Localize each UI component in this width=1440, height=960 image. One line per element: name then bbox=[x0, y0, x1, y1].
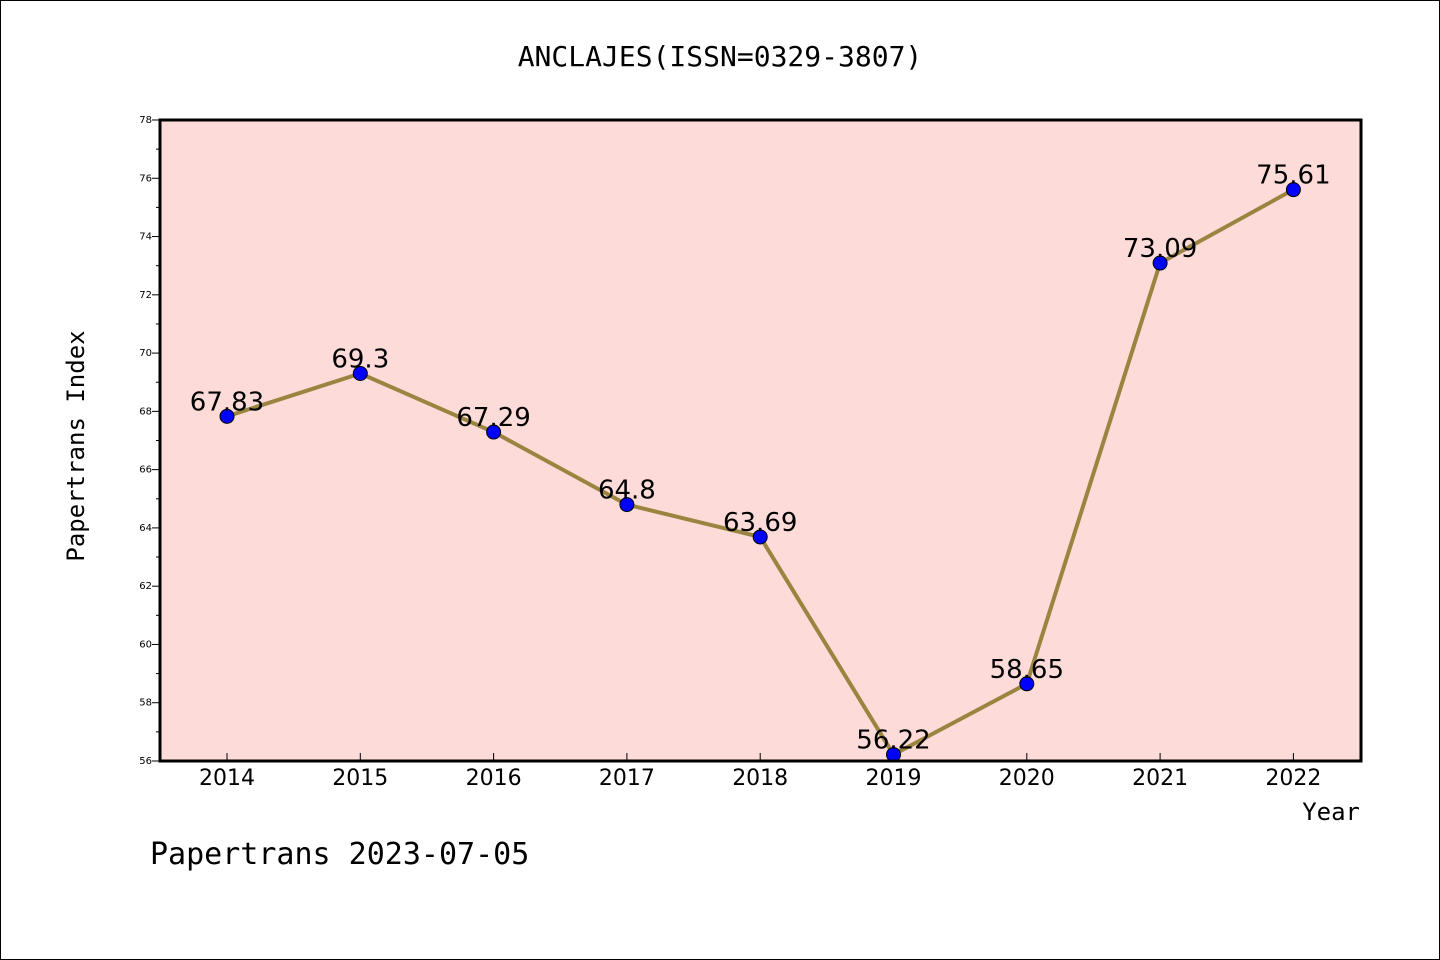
x-tick-label: 2017 bbox=[599, 766, 655, 791]
y-tick-label: 70 bbox=[139, 348, 152, 359]
y-tick-label: 64 bbox=[139, 523, 152, 534]
x-tick-label: 2015 bbox=[332, 766, 388, 791]
y-tick-label: 68 bbox=[139, 406, 152, 417]
plot-area bbox=[160, 120, 1361, 761]
x-axis-label: Year bbox=[1302, 798, 1360, 826]
chart-title: ANCLAJES(ISSN=0329-3807) bbox=[518, 40, 923, 73]
data-label-2018: 63.69 bbox=[723, 508, 797, 538]
data-label-2014: 67.83 bbox=[190, 387, 264, 417]
y-tick-label: 78 bbox=[139, 115, 152, 126]
data-series bbox=[219, 182, 1301, 763]
plot-border bbox=[158, 118, 1363, 763]
y-axis: 56 58 60 62 64 66 68 70 72 74 76 78 bbox=[139, 115, 160, 767]
y-tick-label: 76 bbox=[139, 173, 152, 184]
x-tick-label: 2021 bbox=[1132, 766, 1188, 791]
x-axis: 2014 2015 2016 2017 2018 2019 2020 2021 2022 bbox=[199, 753, 1321, 791]
x-tick-label: 2018 bbox=[732, 766, 788, 791]
data-labels: 67.83 69.3 67.29 64.8 63.69 56.22 58.65 73.09 75… bbox=[190, 161, 1331, 756]
footer-credit: Papertrans 2023-07-05 bbox=[150, 837, 529, 872]
data-label-2021: 73.09 bbox=[1123, 234, 1197, 264]
data-point-2014 bbox=[219, 408, 235, 424]
data-point-2017 bbox=[619, 497, 635, 513]
data-label-2022: 75.61 bbox=[1256, 161, 1330, 191]
y-tick-label: 56 bbox=[139, 756, 152, 767]
data-point-2022 bbox=[1285, 182, 1301, 198]
data-label-2017: 64.8 bbox=[598, 476, 656, 506]
y-tick-label: 62 bbox=[139, 581, 152, 592]
y-tick-label: 72 bbox=[139, 290, 152, 301]
y-tick-label: 58 bbox=[139, 698, 152, 709]
y-tick-label: 60 bbox=[139, 639, 152, 650]
data-label-2020: 58.65 bbox=[990, 655, 1064, 685]
data-point-2021 bbox=[1152, 255, 1168, 271]
data-label-2016: 67.29 bbox=[456, 403, 530, 433]
x-tick-label: 2022 bbox=[1265, 766, 1321, 791]
y-tick-label: 74 bbox=[139, 232, 152, 243]
data-label-2015: 69.3 bbox=[331, 344, 389, 374]
data-point-2020 bbox=[1019, 676, 1035, 692]
x-tick-label: 2016 bbox=[466, 766, 522, 791]
x-tick-label: 2020 bbox=[999, 766, 1055, 791]
y-tick-label: 66 bbox=[139, 465, 152, 476]
data-point-2016 bbox=[486, 424, 502, 440]
y-axis-label: Papertrans Index bbox=[62, 330, 90, 561]
x-tick-label: 2019 bbox=[866, 766, 922, 791]
data-label-2019: 56.22 bbox=[856, 726, 930, 756]
data-point-2018 bbox=[752, 529, 768, 545]
x-tick-label: 2014 bbox=[199, 766, 255, 791]
data-point-2015 bbox=[352, 365, 368, 381]
